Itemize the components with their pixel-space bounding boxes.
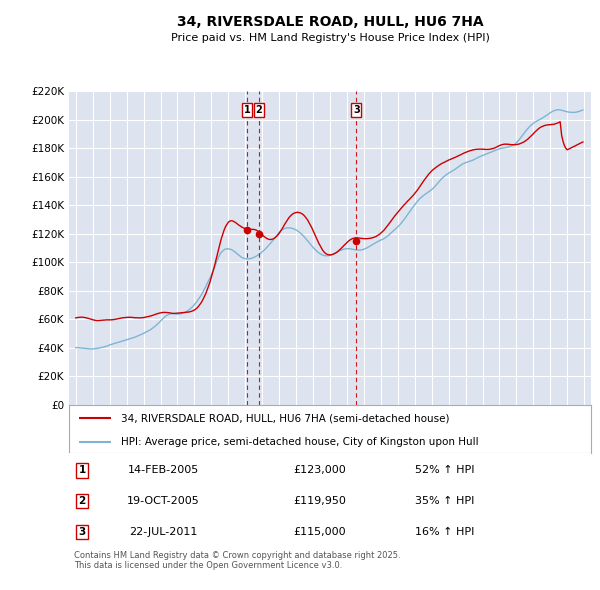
Text: 34, RIVERSDALE ROAD, HULL, HU6 7HA (semi-detached house): 34, RIVERSDALE ROAD, HULL, HU6 7HA (semi… (121, 413, 450, 423)
Text: 35% ↑ HPI: 35% ↑ HPI (415, 496, 475, 506)
Text: HPI: Average price, semi-detached house, City of Kingston upon Hull: HPI: Average price, semi-detached house,… (121, 437, 479, 447)
Text: £115,000: £115,000 (293, 527, 346, 537)
Text: Contains HM Land Registry data © Crown copyright and database right 2025.
This d: Contains HM Land Registry data © Crown c… (74, 550, 401, 570)
Text: 1: 1 (79, 466, 86, 476)
Text: 34, RIVERSDALE ROAD, HULL, HU6 7HA: 34, RIVERSDALE ROAD, HULL, HU6 7HA (176, 15, 484, 30)
Text: 1: 1 (244, 105, 251, 115)
Text: 22-JUL-2011: 22-JUL-2011 (129, 527, 197, 537)
Text: Price paid vs. HM Land Registry's House Price Index (HPI): Price paid vs. HM Land Registry's House … (170, 34, 490, 43)
Text: 3: 3 (353, 105, 359, 115)
Text: 19-OCT-2005: 19-OCT-2005 (127, 496, 199, 506)
Text: 3: 3 (79, 527, 86, 537)
Text: 2: 2 (79, 496, 86, 506)
Text: 2: 2 (256, 105, 262, 115)
Text: £123,000: £123,000 (293, 466, 346, 476)
Text: 52% ↑ HPI: 52% ↑ HPI (415, 466, 475, 476)
Text: 14-FEB-2005: 14-FEB-2005 (127, 466, 199, 476)
Text: £119,950: £119,950 (293, 496, 346, 506)
Text: 16% ↑ HPI: 16% ↑ HPI (415, 527, 475, 537)
